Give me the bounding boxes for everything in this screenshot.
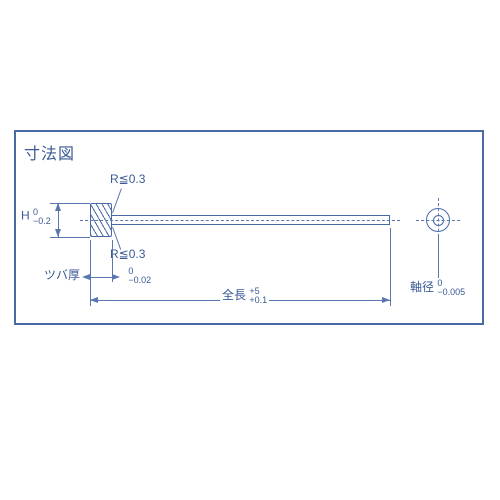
label-H-tol: 0 −0.2 (33, 208, 51, 225)
ext-shaftd (438, 234, 439, 278)
label-flange-tol: 0 −0.02 (128, 267, 151, 284)
label-length-tol: +5 +0.1 (249, 287, 267, 304)
label-shaft-d-tol: 0 −0.005 (437, 279, 465, 296)
label-shaft-d-tol-lower: −0.005 (437, 288, 465, 297)
label-R-lower: R≦0.3 (110, 247, 145, 261)
dim-length-arrow-l (90, 297, 98, 303)
canvas: 寸法図 H 0 −0.2 R≦0.3 R≦0.3 ツバ厚 0 −0.02 (0, 0, 500, 500)
label-H: H 0 −0.2 (21, 208, 51, 225)
dim-H-arrow-dn (55, 229, 61, 237)
label-flange-tol-lower: −0.02 (128, 276, 151, 285)
ext-H-bot (50, 237, 90, 238)
label-length-text: 全長 (222, 288, 246, 302)
label-length-tol-lower: +0.1 (249, 296, 267, 305)
label-flange: ツバ厚 0 −0.02 (44, 266, 151, 284)
centerline (80, 220, 400, 221)
label-H-symbol: H (21, 209, 30, 223)
dim-H-arrow-up (55, 203, 61, 211)
label-length: 全長 +5 +0.1 (220, 286, 269, 304)
label-shaft-d: 軸径 0 −0.005 (410, 278, 465, 296)
label-R-upper: R≦0.3 (110, 172, 145, 186)
label-shaft-d-text: 軸径 (410, 280, 434, 294)
label-flange-text: ツバ厚 (44, 268, 80, 282)
drawing-title: 寸法図 (24, 140, 75, 164)
label-H-tol-lower: −0.2 (33, 217, 51, 226)
ext-len-r (390, 228, 391, 306)
dim-length-arrow-r (382, 297, 390, 303)
